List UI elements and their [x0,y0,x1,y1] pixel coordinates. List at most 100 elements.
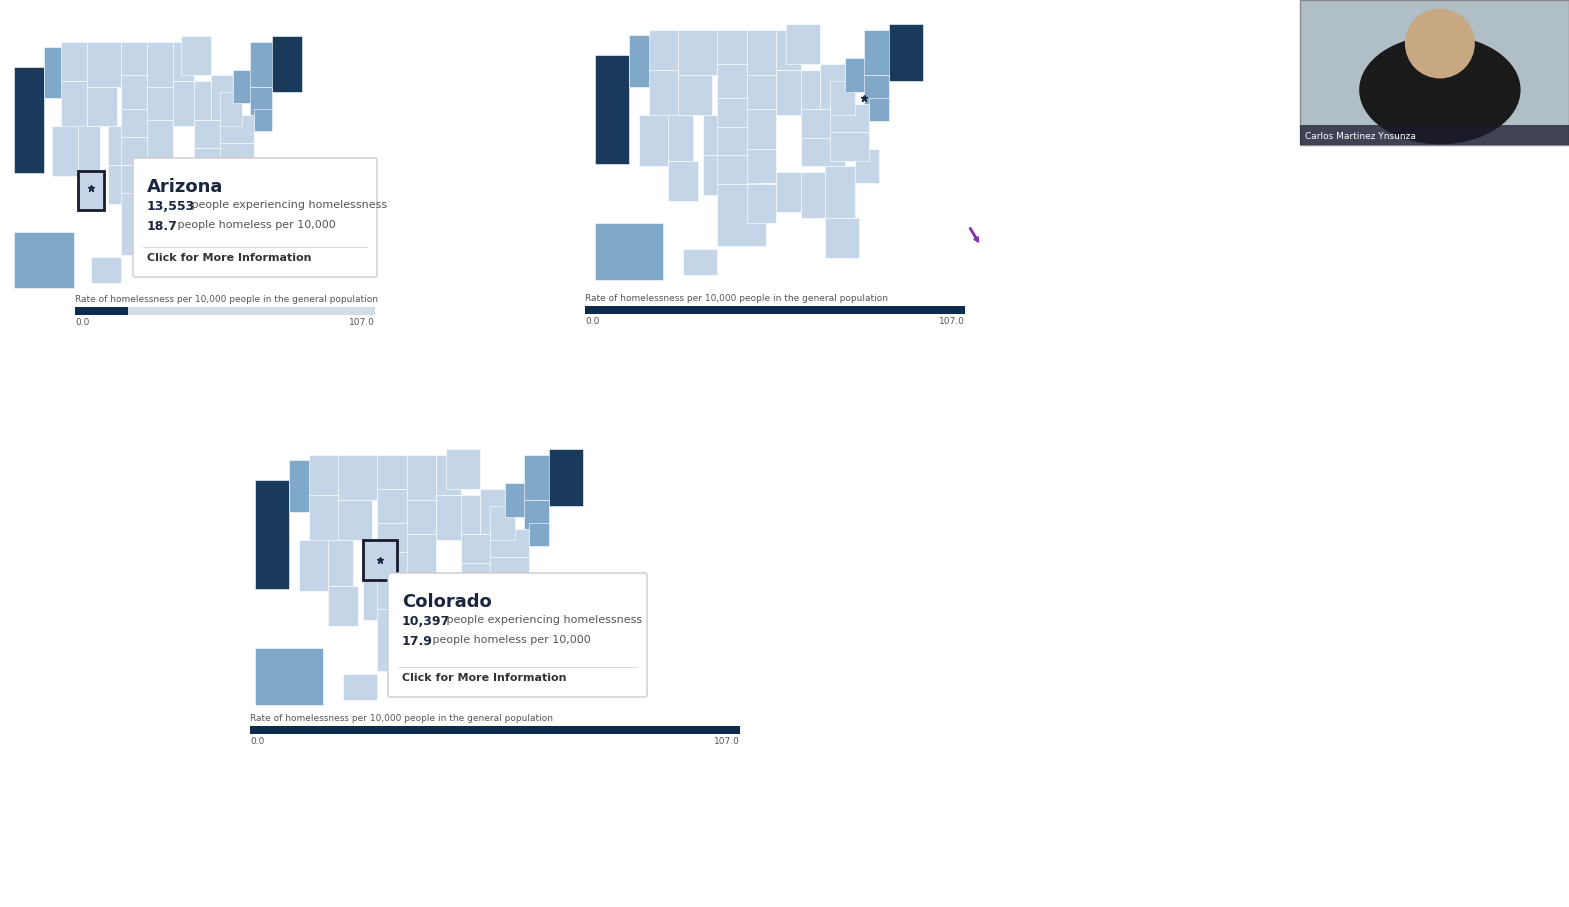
Bar [147,121,173,160]
Bar [717,155,756,183]
Bar [215,227,246,266]
Bar [91,258,121,283]
Bar [678,30,717,75]
Bar [121,42,147,75]
FancyBboxPatch shape [133,158,377,277]
Bar [328,540,353,586]
Bar [800,70,821,110]
Bar [585,306,965,314]
Bar [362,540,397,580]
Bar [344,674,377,699]
Bar [61,81,86,132]
Bar [777,70,800,115]
Bar [406,534,436,574]
Bar [362,580,392,619]
Bar [377,609,427,671]
Bar [480,489,505,534]
Bar [254,649,323,706]
Bar [639,115,668,166]
Bar [86,86,116,126]
Bar [289,460,319,512]
Bar [5,25,435,305]
Bar [78,171,104,210]
Bar [121,165,155,193]
Bar [436,597,461,637]
Bar [14,232,74,288]
Bar [78,171,104,210]
Bar [14,67,44,173]
Bar [147,42,173,86]
Bar [254,480,289,589]
Bar [683,249,717,275]
Bar [242,160,264,193]
Bar [121,109,151,137]
Text: Carlos Martinez Ynsunza: Carlos Martinez Ynsunza [1305,132,1415,141]
Bar [1301,0,1569,145]
Text: 107.0: 107.0 [714,737,741,746]
Bar [108,165,133,204]
Bar [182,36,212,75]
Text: 18.7: 18.7 [147,220,177,233]
Bar [249,726,741,734]
Text: people homeless per 10,000: people homeless per 10,000 [174,220,336,230]
Bar [825,218,860,258]
FancyArrow shape [970,228,979,242]
Bar [515,574,540,609]
Bar [232,70,259,103]
Bar [668,115,693,161]
Bar [800,172,825,218]
Bar [249,86,271,114]
Bar [147,160,173,193]
Bar [844,58,874,93]
Bar [377,454,406,489]
Bar [505,483,533,517]
Text: Rate of homelessness per 10,000 people in the general population: Rate of homelessness per 10,000 people i… [75,295,378,304]
Bar [668,161,698,200]
Text: 0.0: 0.0 [585,317,599,326]
Bar [821,63,844,110]
Bar [220,93,242,126]
Bar [747,150,777,183]
Bar [309,454,337,494]
Bar [703,155,733,195]
Bar [524,454,559,500]
Text: people experiencing homelessness: people experiencing homelessness [188,200,388,210]
Bar [75,307,375,315]
Bar [825,166,855,218]
Text: Arizona: Arizona [147,178,223,196]
Bar [485,643,519,683]
Bar [446,449,480,489]
Bar [461,494,480,534]
Bar [524,500,549,529]
Bar [648,70,678,121]
Bar [490,557,529,586]
Bar [830,132,869,161]
Bar [406,500,436,534]
Bar [121,193,165,255]
Bar [337,500,372,540]
Bar [86,42,121,86]
Bar [147,193,173,232]
Bar [865,30,899,75]
Bar [220,114,254,142]
Bar [595,55,629,163]
Bar [461,534,501,563]
Text: 10,397: 10,397 [402,615,450,628]
Bar [436,494,461,540]
Bar [377,551,411,580]
Bar [436,454,461,494]
Bar [717,183,766,246]
Text: 107.0: 107.0 [940,317,965,326]
Text: 107.0: 107.0 [350,318,375,327]
Bar [485,591,515,643]
Circle shape [1404,8,1475,79]
Bar [377,523,411,551]
Bar [406,574,436,609]
Bar [44,47,69,98]
Bar [195,181,215,227]
Bar [271,36,301,93]
Text: people experiencing homelessness: people experiencing homelessness [442,615,642,625]
Bar [777,172,800,212]
Bar [212,75,232,121]
Bar [249,726,741,734]
